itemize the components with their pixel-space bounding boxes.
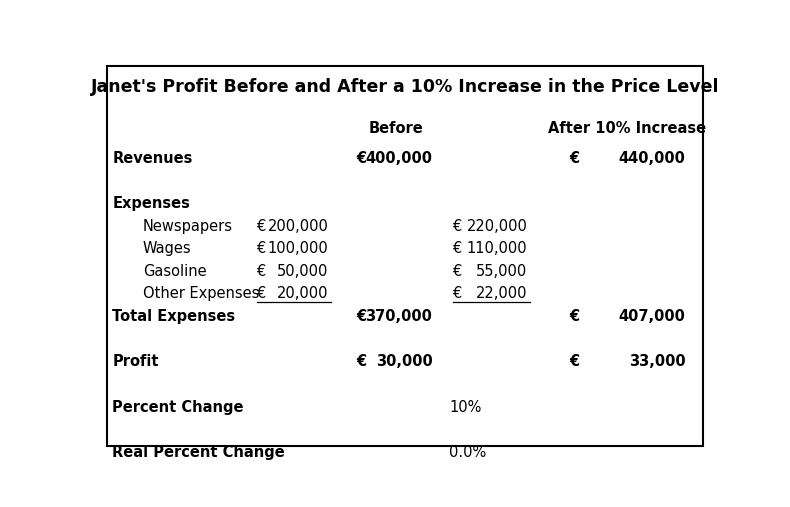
- Text: 20,000: 20,000: [276, 286, 329, 302]
- Text: €: €: [257, 241, 266, 256]
- Text: 33,000: 33,000: [629, 354, 685, 370]
- Text: 10%: 10%: [449, 400, 481, 415]
- Text: Total Expenses: Total Expenses: [112, 309, 235, 324]
- Text: Before: Before: [368, 121, 423, 136]
- Text: 440,000: 440,000: [619, 151, 685, 166]
- Text: €: €: [453, 241, 462, 256]
- Text: Gasoline: Gasoline: [143, 264, 206, 279]
- Text: 407,000: 407,000: [619, 309, 685, 324]
- Text: Revenues: Revenues: [112, 151, 193, 166]
- Text: 220,000: 220,000: [466, 219, 528, 234]
- Text: €: €: [453, 219, 462, 234]
- Text: 50,000: 50,000: [277, 264, 329, 279]
- Text: 400,000: 400,000: [366, 151, 432, 166]
- Text: €: €: [356, 151, 366, 166]
- Text: €: €: [257, 219, 266, 234]
- Text: 22,000: 22,000: [476, 286, 528, 302]
- Text: €: €: [569, 151, 579, 166]
- Text: Profit: Profit: [112, 354, 159, 370]
- Text: €: €: [257, 286, 266, 302]
- Text: €: €: [569, 309, 579, 324]
- Text: 200,000: 200,000: [268, 219, 329, 234]
- Text: After 10% Increase: After 10% Increase: [548, 121, 706, 136]
- Text: Percent Change: Percent Change: [112, 400, 244, 415]
- Text: Expenses: Expenses: [112, 196, 190, 211]
- Text: 370,000: 370,000: [366, 309, 432, 324]
- Text: 55,000: 55,000: [476, 264, 528, 279]
- Text: €: €: [453, 264, 462, 279]
- Text: Janet's Profit Before and After a 10% Increase in the Price Level: Janet's Profit Before and After a 10% In…: [91, 79, 719, 96]
- Text: 100,000: 100,000: [268, 241, 329, 256]
- Text: 0.0%: 0.0%: [449, 445, 486, 460]
- Text: Newspapers: Newspapers: [143, 219, 233, 234]
- Text: Other Expenses: Other Expenses: [143, 286, 259, 302]
- Text: Real Percent Change: Real Percent Change: [112, 445, 285, 460]
- Text: €: €: [257, 264, 266, 279]
- Text: 110,000: 110,000: [467, 241, 528, 256]
- Text: €: €: [356, 354, 366, 370]
- Text: €: €: [356, 309, 366, 324]
- Text: Wages: Wages: [143, 241, 191, 256]
- Text: €: €: [569, 354, 579, 370]
- Text: €: €: [453, 286, 462, 302]
- Text: 30,000: 30,000: [376, 354, 432, 370]
